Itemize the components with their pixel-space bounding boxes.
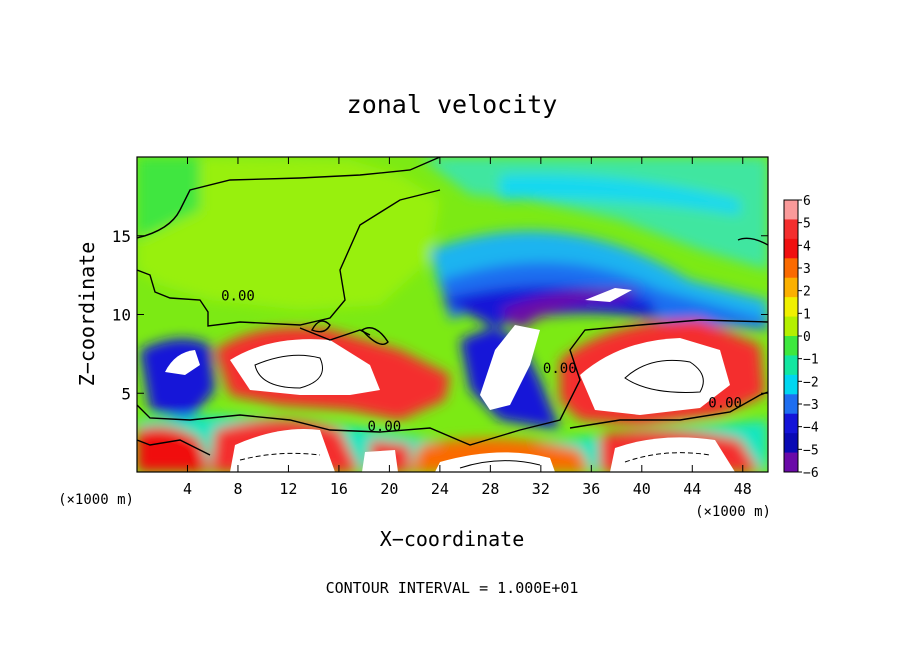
colorbar-swatch <box>784 394 798 415</box>
x-axis-label: X−coordinate <box>380 527 525 551</box>
colorbar-label: 2 <box>803 285 811 300</box>
contour-label: 0.00 <box>221 288 255 304</box>
colorbar-label: 5 <box>803 217 811 232</box>
colorbar-label: −6 <box>803 466 819 481</box>
heatmap-field <box>137 157 768 472</box>
colorbar-label: −1 <box>803 353 819 368</box>
colorbar-label: 6 <box>803 194 811 209</box>
y-tick-label: 10 <box>112 306 131 325</box>
colorbar-swatch <box>784 355 798 376</box>
colorbar-label: −2 <box>803 375 819 390</box>
x-tick-label: 4 <box>183 480 192 498</box>
x-tick-label: 32 <box>532 480 550 498</box>
x-tick-label: 48 <box>734 480 752 498</box>
x-unit-right: (×1000 m) <box>695 504 771 520</box>
colorbar-label: 1 <box>803 307 811 322</box>
colorbar-label: −3 <box>803 398 819 413</box>
y-tick-label: 15 <box>112 227 131 246</box>
colorbar: 6 5 4 3 2 1 0 −1 −2 −3 −4 −5 −6 <box>783 194 819 481</box>
colorbar-label: 4 <box>803 239 811 254</box>
colorbar-swatch <box>784 277 798 298</box>
colorbar-swatch <box>784 452 798 473</box>
x-tick-label: 28 <box>481 480 499 498</box>
contour-label: 0.00 <box>708 395 742 411</box>
colorbar-swatch <box>784 413 798 434</box>
y-tick-label: 5 <box>121 384 131 403</box>
colorbar-swatch <box>784 336 798 356</box>
colorbar-swatch <box>784 374 798 395</box>
colorbar-label: −5 <box>803 443 819 458</box>
x-tick-label: 44 <box>683 480 701 498</box>
colorbar-swatch <box>784 219 798 240</box>
colorbar-label: −4 <box>803 421 819 436</box>
colorbar-swatch <box>784 316 798 337</box>
x-axis-ticks: 4 8 12 16 20 24 28 32 36 40 44 48 <box>183 157 752 498</box>
colorbar-label: 0 <box>803 330 811 345</box>
x-tick-label: 24 <box>431 480 449 498</box>
x-tick-label: 8 <box>233 480 242 498</box>
contour-interval-note: CONTOUR INTERVAL = 1.000E+01 <box>326 579 579 597</box>
colorbar-swatch <box>784 200 798 220</box>
colorbar-label: 3 <box>803 262 811 277</box>
x-tick-label: 20 <box>380 480 398 498</box>
contour-labels: 0.00 0.00 0.00 0.00 <box>221 288 742 435</box>
x-unit-left: (×1000 m) <box>58 492 134 508</box>
contour-label: 0.00 <box>543 361 577 377</box>
contour-label: 0.00 <box>367 419 401 435</box>
x-tick-label: 12 <box>279 480 297 498</box>
colorbar-swatch <box>784 258 798 279</box>
colorbar-swatch <box>784 433 798 454</box>
x-tick-label: 40 <box>633 480 651 498</box>
chart-title: zonal velocity <box>347 90 558 119</box>
colorbar-swatch <box>784 297 798 318</box>
x-tick-label: 16 <box>330 480 348 498</box>
y-axis-label: Z−coordinate <box>75 242 99 387</box>
x-tick-label: 36 <box>582 480 600 498</box>
colorbar-swatch <box>784 238 798 259</box>
y-axis-ticks: 5 10 15 <box>112 227 768 403</box>
